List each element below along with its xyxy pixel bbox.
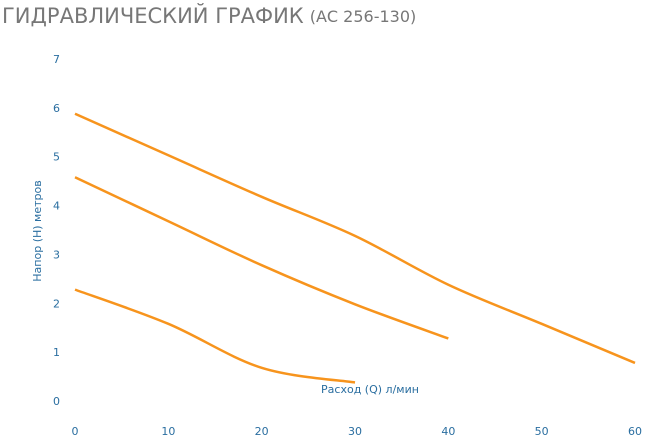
y-tick-label: 3 bbox=[53, 248, 60, 261]
y-tick-label: 2 bbox=[53, 297, 60, 310]
curve bbox=[74, 112, 636, 365]
chart-title: ГИДРАВЛИЧЕСКИЙ ГРАФИК (АС 256-130) bbox=[2, 3, 416, 28]
y-tick-label: 6 bbox=[53, 102, 60, 115]
x-axis-label: Расход (Q) л/мин bbox=[321, 383, 419, 396]
y-axis-label: Напор (H) метров bbox=[31, 180, 44, 281]
x-tick-label: 20 bbox=[255, 425, 269, 438]
x-tick-label: 10 bbox=[161, 425, 175, 438]
y-tick-label: 0 bbox=[53, 395, 60, 408]
x-tick-label: 50 bbox=[535, 425, 549, 438]
y-tick-label: 1 bbox=[53, 346, 60, 359]
y-tick-label: 5 bbox=[53, 151, 60, 164]
x-tick-label: 0 bbox=[72, 425, 79, 438]
x-tick-label: 60 bbox=[628, 425, 642, 438]
curve bbox=[74, 288, 356, 384]
x-tick-label: 30 bbox=[348, 425, 362, 438]
y-tick-label: 7 bbox=[53, 53, 60, 66]
y-tick-label: 4 bbox=[53, 200, 60, 213]
subtitle: (АС 256-130) bbox=[310, 7, 417, 26]
curve bbox=[74, 176, 449, 340]
title: ГИДРАВЛИЧЕСКИЙ ГРАФИК bbox=[2, 3, 304, 28]
x-tick-label: 40 bbox=[441, 425, 455, 438]
